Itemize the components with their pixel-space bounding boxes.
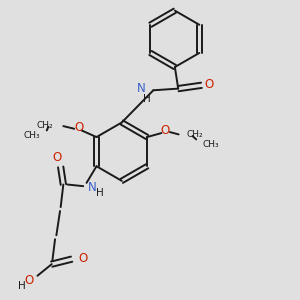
Text: CH₃: CH₃ [203, 140, 219, 149]
Text: H: H [96, 188, 104, 199]
Text: O: O [53, 152, 62, 164]
Text: O: O [78, 252, 87, 265]
Text: O: O [204, 78, 213, 91]
Text: O: O [161, 124, 170, 137]
Text: CH₃: CH₃ [23, 131, 40, 140]
Text: N: N [137, 82, 146, 95]
Text: O: O [25, 274, 34, 287]
Text: H: H [18, 281, 26, 291]
Text: H: H [143, 94, 151, 103]
Text: O: O [75, 121, 84, 134]
Text: N: N [88, 181, 97, 194]
Text: CH₂: CH₂ [187, 130, 203, 139]
Text: CH₂: CH₂ [37, 121, 53, 130]
